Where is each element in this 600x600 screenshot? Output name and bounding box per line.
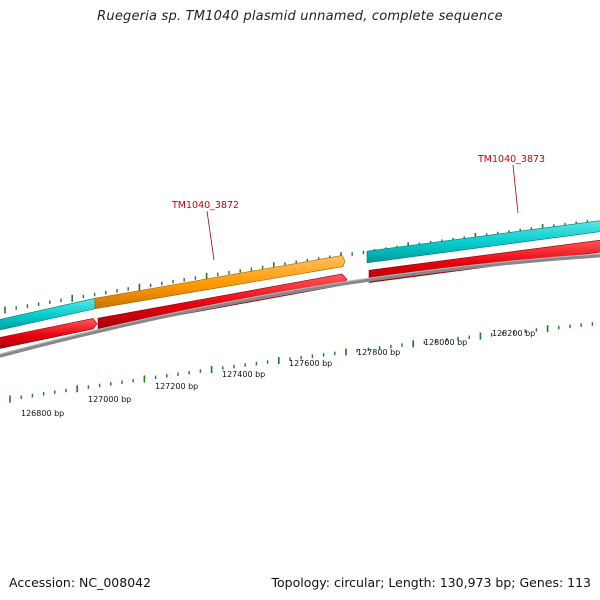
red-feature-left[interactable]: [0, 318, 98, 350]
scale-label-128200: 128200 bp: [492, 329, 535, 338]
scale-label-128000: 128000 bp: [424, 338, 467, 347]
gene-leader-line-3873: [512, 164, 519, 214]
gene-label-3872[interactable]: TM1040_3872: [171, 200, 239, 211]
forward-strand: [0, 220, 600, 331]
gene-leader-line-3872: [206, 210, 215, 261]
scale-labels: 126800 bp 127000 bp 127200 bp 127400 bp …: [21, 329, 535, 418]
map-title: Ruegeria sp. TM1040 plasmid unnamed, com…: [97, 9, 503, 24]
gene-TM1040-3872[interactable]: [94, 255, 346, 310]
gene-TM1040-3873[interactable]: [366, 220, 600, 264]
gene-labels: TM1040_3872 TM1040_3873: [171, 154, 545, 261]
scale-label-127800: 127800 bp: [357, 348, 400, 357]
accession-text: Accession: NC_008042: [9, 575, 152, 590]
inner-tick-marks: [9, 322, 594, 403]
backbone: [0, 253, 600, 358]
scale-label-127200: 127200 bp: [155, 382, 198, 391]
gene-label-3873[interactable]: TM1040_3873: [477, 154, 545, 165]
scale-label-127600: 127600 bp: [289, 359, 332, 368]
scale-label-127000: 127000 bp: [88, 395, 131, 404]
topology-summary: Topology: circular; Length: 130,973 bp; …: [271, 575, 592, 590]
scale-label-127400: 127400 bp: [222, 370, 265, 379]
scale-label-126800: 126800 bp: [21, 409, 64, 418]
